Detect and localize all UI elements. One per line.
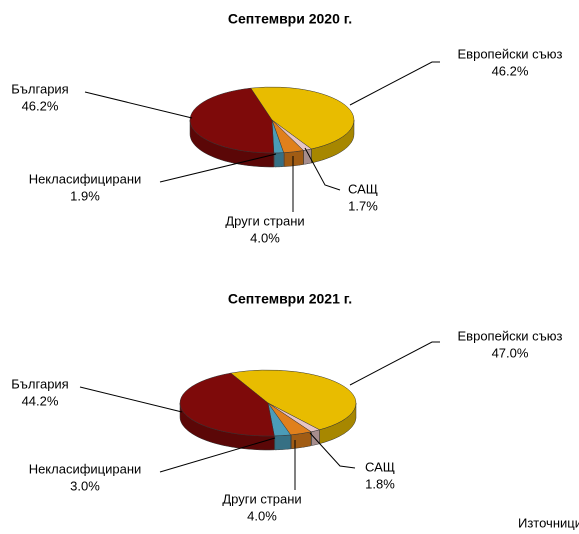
leader-line (79, 386, 183, 413)
slice-label: САЩ (348, 181, 378, 196)
pie-side (283, 150, 304, 167)
slice-label: САЩ (365, 459, 395, 474)
pie-side (274, 152, 284, 168)
leader-line (159, 437, 276, 473)
slice-label: Европейски съюз (458, 46, 563, 61)
pie-side (274, 434, 291, 451)
slice-value: 1.9% (70, 188, 100, 203)
slice-value: 44.2% (22, 393, 59, 408)
slice-value: 4.0% (247, 508, 277, 523)
slice-label: Други страни (225, 213, 304, 228)
slice-label: България (11, 81, 68, 96)
pie-slice (230, 369, 357, 431)
slice-value: 47.0% (492, 345, 529, 360)
leader-line (159, 153, 277, 183)
slice-value: 4.0% (250, 230, 280, 245)
chart-title: Септември 2021 г. (228, 291, 352, 307)
slice-value: 1.7% (348, 198, 378, 213)
slice-label: Европейски съюз (458, 328, 563, 343)
leader-line (309, 432, 356, 469)
source-label: Източници (518, 515, 579, 530)
slice-label: България (11, 376, 68, 391)
pie-slice (179, 372, 275, 437)
pie-tops (189, 86, 355, 154)
leader-line (349, 61, 440, 106)
slice-label: Други страни (222, 491, 301, 506)
leader-line (349, 341, 440, 386)
slice-value: 46.2% (22, 98, 59, 113)
slice-value: 1.8% (365, 476, 395, 491)
pie-slice (189, 87, 275, 154)
slice-value: 3.0% (70, 478, 100, 493)
slice-label: Некласифицирани (29, 171, 142, 186)
slice-label: Некласифицирани (29, 461, 142, 476)
leader-line (304, 147, 341, 191)
slice-value: 46.2% (492, 63, 529, 78)
leader-line (84, 91, 193, 119)
chart-title: Септември 2020 г. (228, 11, 352, 27)
pie-tops (179, 369, 357, 437)
pie-slice (250, 86, 355, 150)
pie-side (311, 429, 320, 446)
